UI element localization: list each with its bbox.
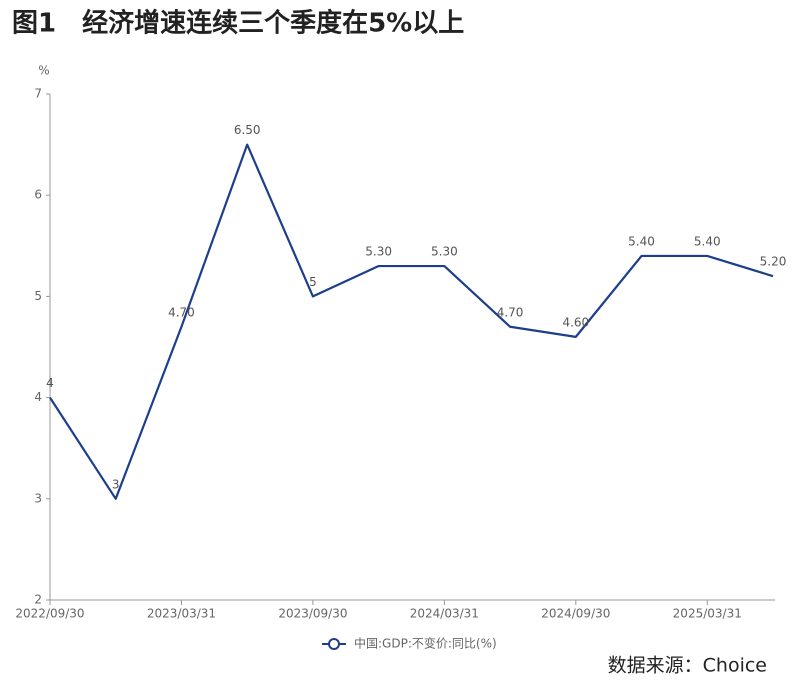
x-tick-label: 2025/03/31	[673, 607, 742, 621]
x-tick-label: 2024/03/31	[410, 607, 479, 621]
data-label: 3	[112, 477, 120, 491]
data-label: 4.70	[497, 305, 524, 319]
x-tick-label: 2024/09/30	[541, 607, 610, 621]
line	[49, 143, 774, 500]
x-tick-label: 2023/03/31	[147, 607, 216, 621]
data-label: 4.60	[562, 315, 589, 329]
data-label: 5.40	[694, 234, 721, 248]
y-tick-label: 3	[34, 491, 42, 505]
y-tick-label: 7	[34, 87, 42, 101]
source: 数据来源：Choice	[608, 655, 767, 677]
data-label: 5.30	[431, 245, 458, 259]
data-label: 6.50	[234, 123, 261, 137]
y-unit: %	[38, 64, 49, 78]
data-label: 4.70	[168, 305, 195, 319]
data-label: 5.20	[760, 255, 787, 269]
data-label: 4	[46, 376, 54, 390]
data-label: 5.30	[365, 245, 392, 259]
y-tick-label: 6	[34, 188, 42, 202]
x-tick-label: 2022/09/30	[15, 607, 84, 621]
legend-marker	[328, 638, 340, 650]
y-tick-label: 5	[34, 289, 42, 303]
data-label: 5.40	[628, 234, 655, 248]
chart-title: 图1 经济增速连续三个季度在5%以上	[12, 8, 464, 39]
data-label: 5	[309, 275, 317, 289]
legend-label: 中国:GDP:不变价:同比(%)	[354, 636, 497, 651]
y-tick-label: 2	[34, 593, 42, 607]
y-tick-label: 4	[34, 390, 42, 404]
x-tick-label: 2023/09/30	[278, 607, 347, 621]
